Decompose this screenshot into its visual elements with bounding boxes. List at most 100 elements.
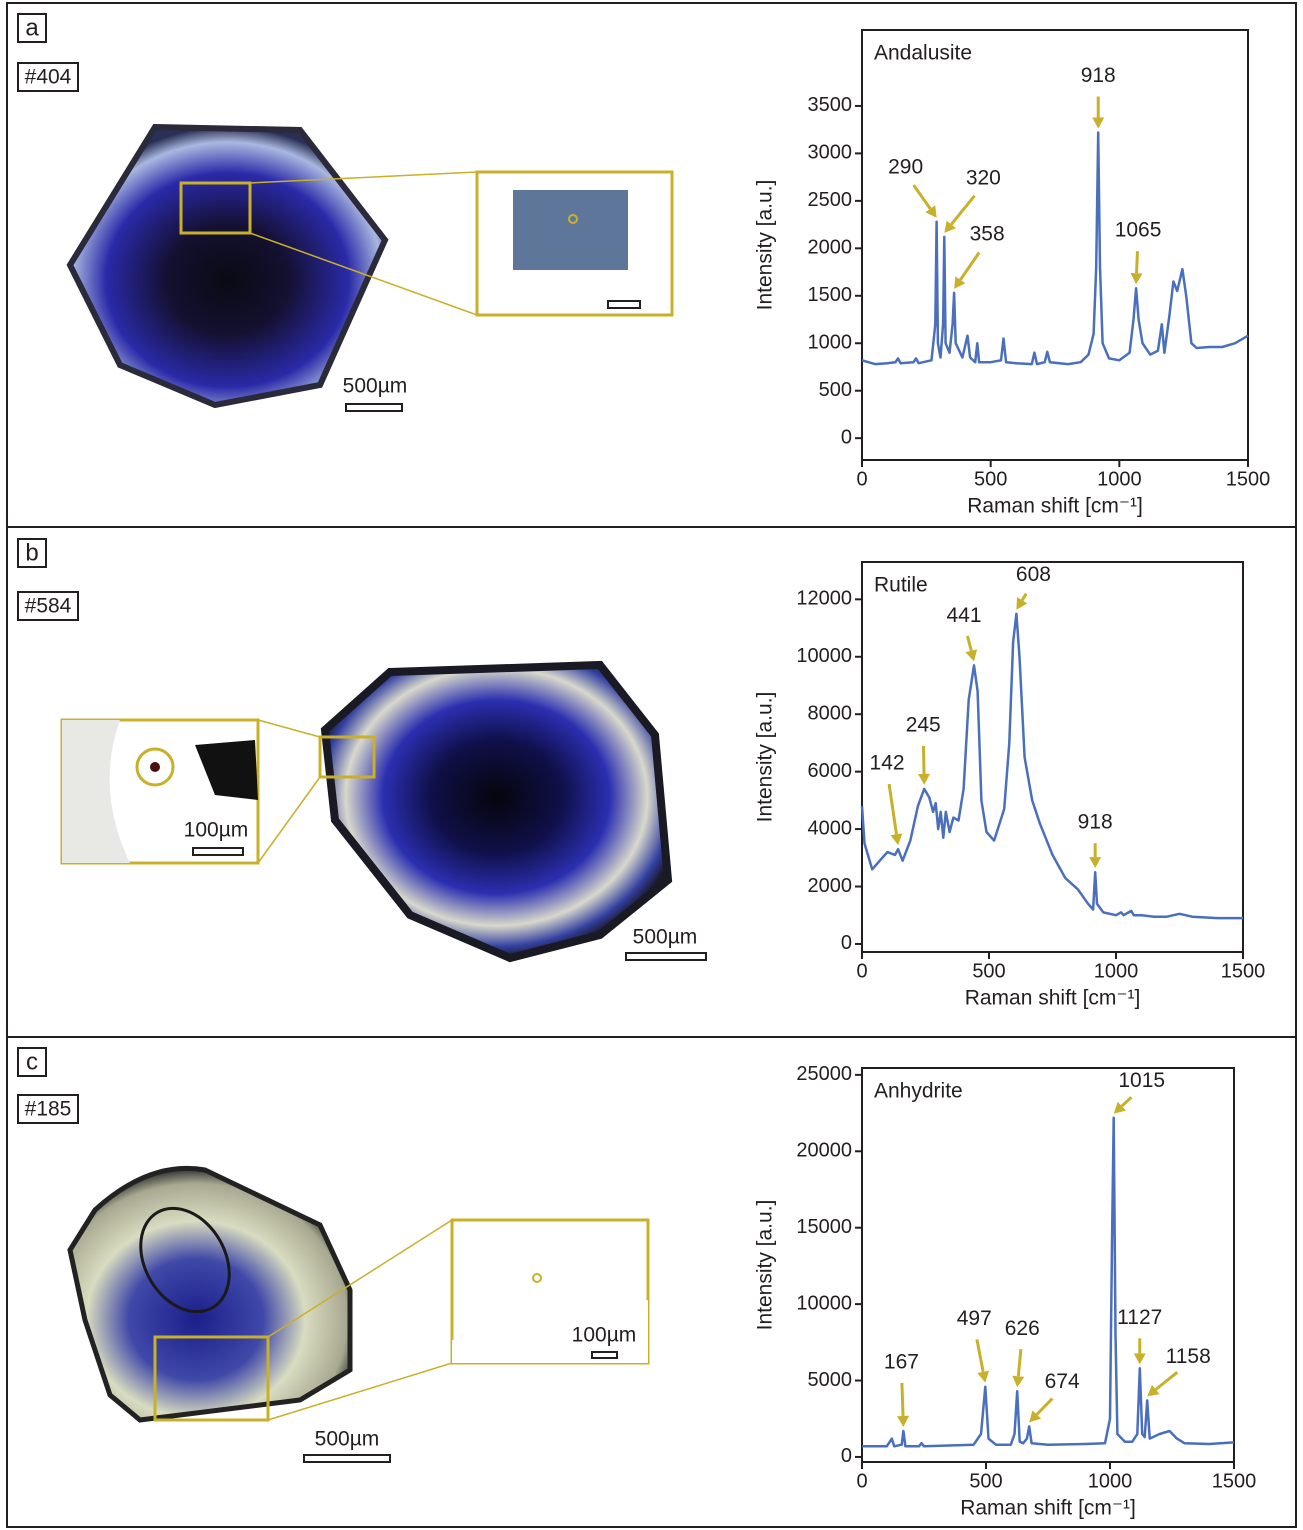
peak-label: 626 xyxy=(1005,1317,1040,1340)
y-tick-label: 25000 xyxy=(796,1063,852,1085)
plot-frame xyxy=(861,29,1249,461)
arrow-head xyxy=(965,649,978,662)
arrow-head xyxy=(1016,597,1028,610)
peak-label: 918 xyxy=(1078,811,1113,834)
panel-label: b xyxy=(25,539,38,566)
panel-label-box xyxy=(17,538,47,568)
y-axis-label: Intensity [a.u.] xyxy=(754,692,777,823)
inset-scale-bar xyxy=(591,1351,618,1359)
scale-bar xyxy=(625,952,707,961)
arrow-head xyxy=(897,1415,910,1427)
y-tick-label: 3000 xyxy=(808,142,853,164)
annotation-arrow xyxy=(959,251,981,281)
y-tick-label: 10000 xyxy=(796,1292,852,1314)
annotation-arrow xyxy=(900,1382,905,1417)
zoom-box xyxy=(318,735,376,779)
x-tick-label: 0 xyxy=(856,1470,867,1492)
y-tick-label: 1000 xyxy=(808,332,853,354)
scale-label: 500µm xyxy=(315,1428,380,1451)
peak-label: 290 xyxy=(888,155,923,178)
y-tick-label: 0 xyxy=(841,932,852,954)
scale-label: 500µm xyxy=(633,926,698,949)
y-tick-label: 0 xyxy=(841,426,852,448)
spectrum-line xyxy=(860,612,1243,920)
spectrum-line xyxy=(862,1116,1235,1448)
panel-label: a xyxy=(25,14,39,41)
arrow-head xyxy=(1147,1384,1160,1397)
arrow-head xyxy=(1133,1353,1146,1365)
scale-bar xyxy=(345,403,403,412)
inclusion xyxy=(139,1206,231,1314)
annotation-arrow xyxy=(966,635,973,652)
x-tick-label: 1000 xyxy=(1094,960,1139,982)
sample-id: #404 xyxy=(25,66,72,89)
zoom-box xyxy=(153,1335,270,1422)
annotation-arrow xyxy=(1135,251,1139,274)
arrow-head xyxy=(954,276,966,289)
inset-scale-bar xyxy=(192,847,244,856)
zoom-line xyxy=(257,776,321,864)
peak-label: 918 xyxy=(1081,64,1116,87)
x-tick-label: 0 xyxy=(856,960,867,982)
crystal-photo xyxy=(66,123,389,409)
peak-label: 320 xyxy=(966,166,1001,189)
x-tick-label: 1500 xyxy=(1212,1470,1257,1492)
annotation-arrow xyxy=(1154,1371,1179,1391)
peak-label: 167 xyxy=(884,1351,919,1374)
annotation-arrow xyxy=(912,184,932,210)
panel-label: c xyxy=(26,1048,38,1075)
y-tick-label: 500 xyxy=(819,379,852,401)
plot-frame xyxy=(861,561,1244,953)
zoom-box xyxy=(179,181,252,235)
peak-label: 1127 xyxy=(1117,1306,1162,1329)
analysis-spot xyxy=(532,1273,542,1283)
y-tick-label: 1500 xyxy=(808,284,853,306)
annotation-arrow xyxy=(1035,1397,1054,1416)
scale-label: 500µm xyxy=(343,375,408,398)
y-axis-label: Intensity [a.u.] xyxy=(754,180,777,311)
annotation-arrow xyxy=(950,194,976,226)
inclusion xyxy=(150,762,160,772)
x-axis-label: Raman shift [cm⁻¹] xyxy=(965,987,1141,1010)
arrow-head xyxy=(1089,857,1102,869)
zoom-line xyxy=(267,1219,453,1338)
inset-scale-label: 100µm xyxy=(592,273,657,296)
x-tick-label: 0 xyxy=(856,468,867,490)
arrow-head xyxy=(977,1370,990,1383)
spectrum-line xyxy=(861,131,1249,366)
outer-frame xyxy=(6,2,1297,1528)
plot-frame xyxy=(861,1067,1235,1463)
y-tick-label: 12000 xyxy=(796,588,852,610)
peak-label: 608 xyxy=(1016,563,1051,586)
y-tick-label: 5000 xyxy=(808,1369,853,1391)
zoom-line xyxy=(249,232,478,316)
y-tick-label: 3500 xyxy=(808,94,853,116)
arrow-head xyxy=(890,833,903,846)
arrow-head xyxy=(1113,1101,1126,1114)
peak-label: 358 xyxy=(970,222,1005,245)
x-tick-label: 1500 xyxy=(1226,468,1271,490)
annotation-arrow xyxy=(1020,592,1028,602)
x-tick-label: 500 xyxy=(972,960,1005,982)
x-axis-label: Raman shift [cm⁻¹] xyxy=(960,1497,1136,1520)
peak-label: 674 xyxy=(1045,1370,1080,1393)
y-tick-label: 20000 xyxy=(796,1140,852,1162)
inset-scale-bar xyxy=(607,300,641,309)
x-tick-label: 500 xyxy=(974,468,1007,490)
arrow-head xyxy=(925,205,937,218)
inset-scale-label: 100µm xyxy=(572,1324,637,1347)
peak-label: 441 xyxy=(946,604,981,627)
crystal-rim xyxy=(62,720,130,863)
crystal-photo xyxy=(320,660,673,963)
scale-bar xyxy=(303,1454,391,1463)
y-axis-label: Intensity [a.u.] xyxy=(754,1200,777,1331)
x-tick-label: 1000 xyxy=(1088,1470,1133,1492)
analysis-spot xyxy=(568,214,578,224)
arrow-head xyxy=(1130,272,1143,285)
y-tick-label: 2000 xyxy=(808,875,853,897)
x-tick-label: 500 xyxy=(969,1470,1002,1492)
x-axis-label: Raman shift [cm⁻¹] xyxy=(967,495,1143,518)
y-tick-label: 8000 xyxy=(808,702,853,724)
panel-label-box xyxy=(17,13,47,43)
